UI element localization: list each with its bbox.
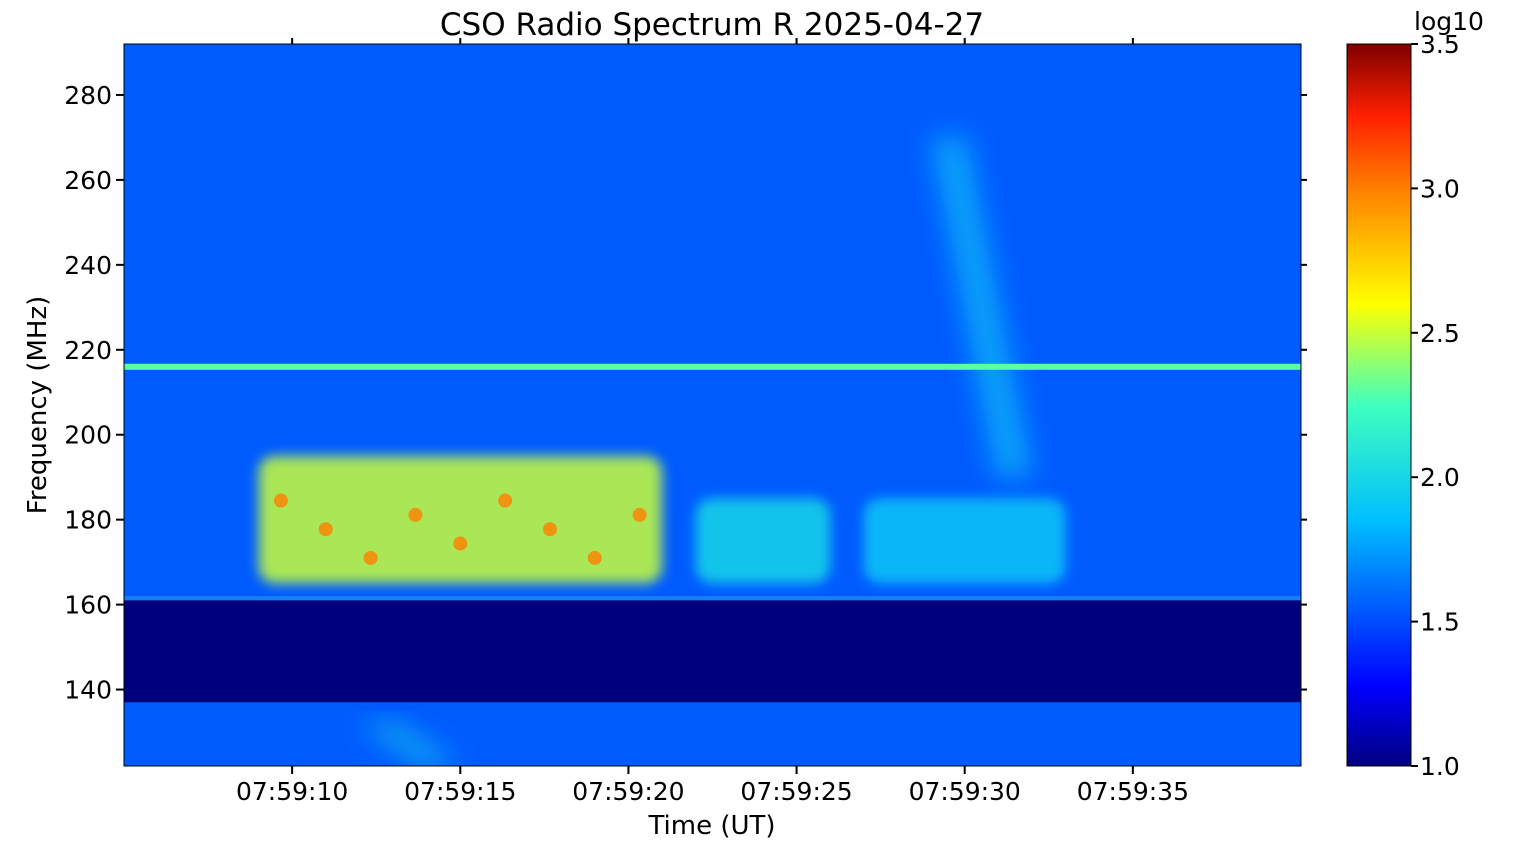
y-tick-label: 200: [64, 421, 112, 450]
burst-cluster-4: [258, 455, 663, 584]
interference-line-3: [124, 363, 1301, 370]
y-tick-label: 220: [64, 336, 112, 365]
burst-peak: [632, 507, 647, 522]
burst-peak: [587, 550, 602, 565]
x-tick-label: 07:59:35: [1077, 777, 1189, 806]
x-tick-label: 07:59:30: [909, 777, 1021, 806]
low-band-gap-2: [124, 600, 1301, 703]
burst-peak: [318, 522, 333, 537]
x-tick-label: 07:59:25: [740, 777, 852, 806]
x-tick-label: 07:59:10: [236, 777, 348, 806]
colorbar-label: log10: [1414, 7, 1484, 36]
y-tick-label: 180: [64, 506, 112, 535]
colorbar-tick-label: 1.0: [1420, 752, 1460, 781]
colorbar-tick-label: 3.5: [1420, 30, 1460, 59]
burst-peak: [363, 550, 378, 565]
burst-cluster-6: [863, 498, 1066, 584]
y-tick-label: 240: [64, 251, 112, 280]
burst-peak: [273, 493, 288, 508]
colorbar-tick-label: 3.0: [1420, 174, 1460, 203]
plot-frame: [123, 43, 1302, 767]
burst-peak: [498, 493, 513, 508]
y-tick-label: 260: [64, 166, 112, 195]
burst-cluster-body: [695, 498, 831, 584]
colorbar-tick-label: 2.5: [1420, 319, 1460, 348]
burst-peak: [453, 536, 468, 551]
plot-area: [124, 44, 1301, 766]
y-axis-label: Frequency (MHz): [23, 296, 53, 515]
y-tick-label: 140: [64, 676, 112, 705]
colorbar-tick-label: 2.0: [1420, 463, 1460, 492]
burst-cluster-5: [695, 498, 831, 584]
x-tick-label: 07:59:20: [572, 777, 684, 806]
burst-peak: [542, 522, 557, 537]
drifting-feature-7: [931, 137, 1032, 478]
y-tick-label: 160: [64, 591, 112, 620]
burst-peak: [408, 507, 423, 522]
burst-cluster-body: [258, 455, 663, 584]
drifting-feature-8: [359, 723, 461, 766]
burst-cluster-body: [863, 498, 1066, 584]
background-1: [124, 702, 1301, 766]
colorbar-tick-label: 1.5: [1420, 608, 1460, 637]
y-tick-label: 280: [64, 81, 112, 110]
colorbar: [1346, 43, 1412, 767]
x-tick-label: 07:59:15: [404, 777, 516, 806]
x-axis-label: Time (UT): [647, 811, 775, 841]
chart-title: CSO Radio Spectrum R 2025-04-27: [440, 7, 984, 43]
